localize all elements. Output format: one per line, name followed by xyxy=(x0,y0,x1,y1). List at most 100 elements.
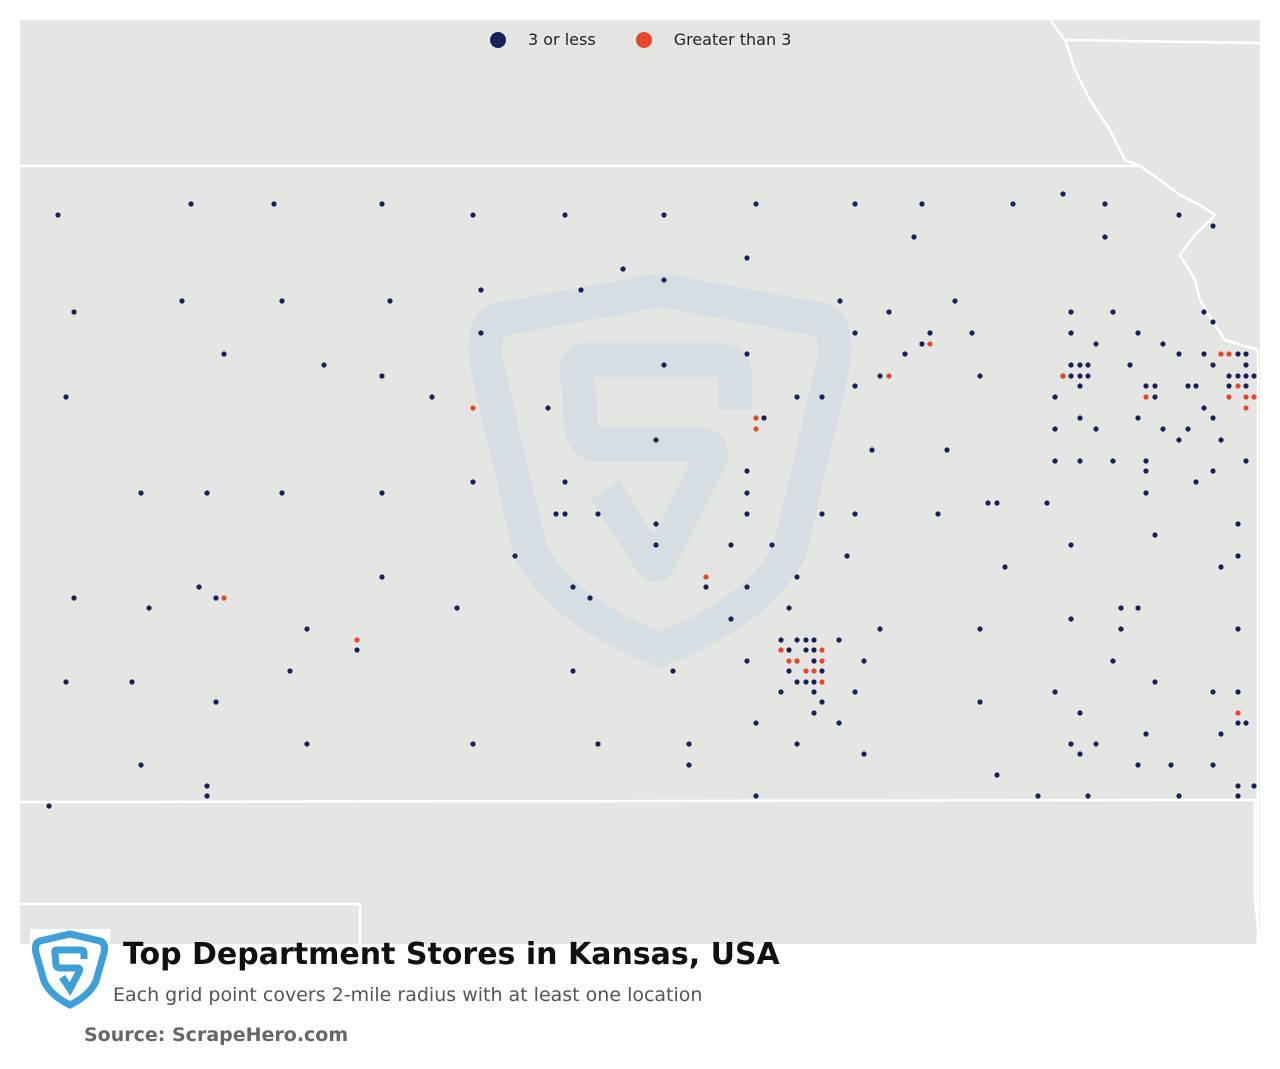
grid-point-low xyxy=(379,201,385,207)
grid-point-low xyxy=(653,437,659,443)
grid-point-low xyxy=(935,511,941,517)
grid-point-low xyxy=(204,783,210,789)
grid-point-low xyxy=(1218,564,1224,570)
grid-point-low xyxy=(753,720,759,726)
grid-point-high xyxy=(1243,394,1249,400)
grid-point-low xyxy=(819,511,825,517)
grid-point-low xyxy=(46,803,52,809)
grid-point-low xyxy=(1110,309,1116,315)
grid-point-low xyxy=(1068,741,1074,747)
grid-point-high xyxy=(1251,394,1257,400)
grid-point-low xyxy=(470,741,476,747)
grid-point-high xyxy=(794,658,800,664)
grid-point-low xyxy=(1235,720,1241,726)
grid-point-low xyxy=(1135,605,1141,611)
grid-point-low xyxy=(1077,383,1083,389)
grid-point-high xyxy=(753,415,759,421)
grid-point-low xyxy=(836,720,842,726)
grid-point-low xyxy=(728,542,734,548)
grid-point-low xyxy=(653,521,659,527)
grid-point-low xyxy=(1118,626,1124,632)
grid-point-high xyxy=(1218,351,1224,357)
grid-point-low xyxy=(271,201,277,207)
grid-point-low xyxy=(379,574,385,580)
grid-point-low xyxy=(1152,383,1158,389)
grid-point-low xyxy=(1201,351,1207,357)
grid-point-low xyxy=(1210,468,1216,474)
grid-point-low xyxy=(1068,330,1074,336)
grid-point-low xyxy=(1152,394,1158,400)
grid-point-high xyxy=(1235,710,1241,716)
grid-point-low xyxy=(387,298,393,304)
grid-point-low xyxy=(1168,762,1174,768)
grid-point-low xyxy=(877,373,883,379)
grid-point-low xyxy=(1052,426,1058,432)
grid-point-high xyxy=(819,647,825,653)
grid-point-high xyxy=(1235,383,1241,389)
grid-point-low xyxy=(1176,351,1182,357)
grid-point-low xyxy=(1060,191,1066,197)
grid-point-low xyxy=(794,574,800,580)
grid-point-low xyxy=(1068,362,1074,368)
grid-point-low xyxy=(803,637,809,643)
grid-point-high xyxy=(470,405,476,411)
scrapehero-logo-icon xyxy=(30,929,110,1009)
grid-point-low xyxy=(1102,234,1108,240)
grid-point-low xyxy=(578,287,584,293)
grid-point-low xyxy=(129,679,135,685)
grid-point-low xyxy=(661,362,667,368)
grid-point-low xyxy=(786,668,792,674)
grid-point-low xyxy=(769,542,775,548)
grid-point-low xyxy=(63,679,69,685)
grid-point-low xyxy=(55,212,61,218)
legend: 3 or less Greater than 3 xyxy=(490,30,831,49)
map-canvas xyxy=(19,19,1262,945)
grid-point-low xyxy=(703,584,709,590)
grid-point-low xyxy=(71,595,77,601)
grid-point-low xyxy=(1218,437,1224,443)
grid-point-low xyxy=(1143,383,1149,389)
grid-point-low xyxy=(1226,383,1232,389)
grid-point-low xyxy=(562,511,568,517)
grid-point-low xyxy=(1185,426,1191,432)
grid-point-low xyxy=(1143,458,1149,464)
grid-point-low xyxy=(852,511,858,517)
grid-point-low xyxy=(196,584,202,590)
grid-point-low xyxy=(1235,351,1241,357)
grid-point-low xyxy=(1210,319,1216,325)
source-credit: Source: ScrapeHero.com xyxy=(84,1024,349,1046)
grid-point-low xyxy=(753,201,759,207)
grid-point-low xyxy=(1210,762,1216,768)
grid-point-low xyxy=(877,626,883,632)
grid-point-low xyxy=(977,373,983,379)
grid-point-low xyxy=(545,405,551,411)
grid-point-low xyxy=(595,741,601,747)
grid-point-low xyxy=(861,751,867,757)
grid-point-low xyxy=(204,490,210,496)
grid-point-low xyxy=(919,201,925,207)
grid-point-low xyxy=(213,699,219,705)
grid-point-low xyxy=(138,490,144,496)
grid-point-high xyxy=(819,658,825,664)
grid-point-low xyxy=(1160,341,1166,347)
grid-point-low xyxy=(811,637,817,643)
grid-point-low xyxy=(744,584,750,590)
grid-point-low xyxy=(1077,710,1083,716)
grid-point-low xyxy=(653,542,659,548)
grid-point-low xyxy=(321,362,327,368)
grid-point-low xyxy=(587,595,593,601)
grid-point-low xyxy=(1251,783,1257,789)
grid-point-low xyxy=(886,309,892,315)
legend-dot-low xyxy=(490,31,506,48)
grid-point-low xyxy=(279,298,285,304)
grid-point-low xyxy=(852,689,858,695)
grid-point-low xyxy=(1044,500,1050,506)
grid-point-low xyxy=(1152,679,1158,685)
grid-point-low xyxy=(1085,793,1091,799)
grid-point-high xyxy=(819,679,825,685)
state-borders xyxy=(19,19,1262,945)
grid-point-low xyxy=(744,255,750,261)
grid-point-low xyxy=(744,351,750,357)
page-subtitle: Each grid point covers 2-mile radius wit… xyxy=(113,984,703,1006)
grid-point-low xyxy=(670,668,676,674)
